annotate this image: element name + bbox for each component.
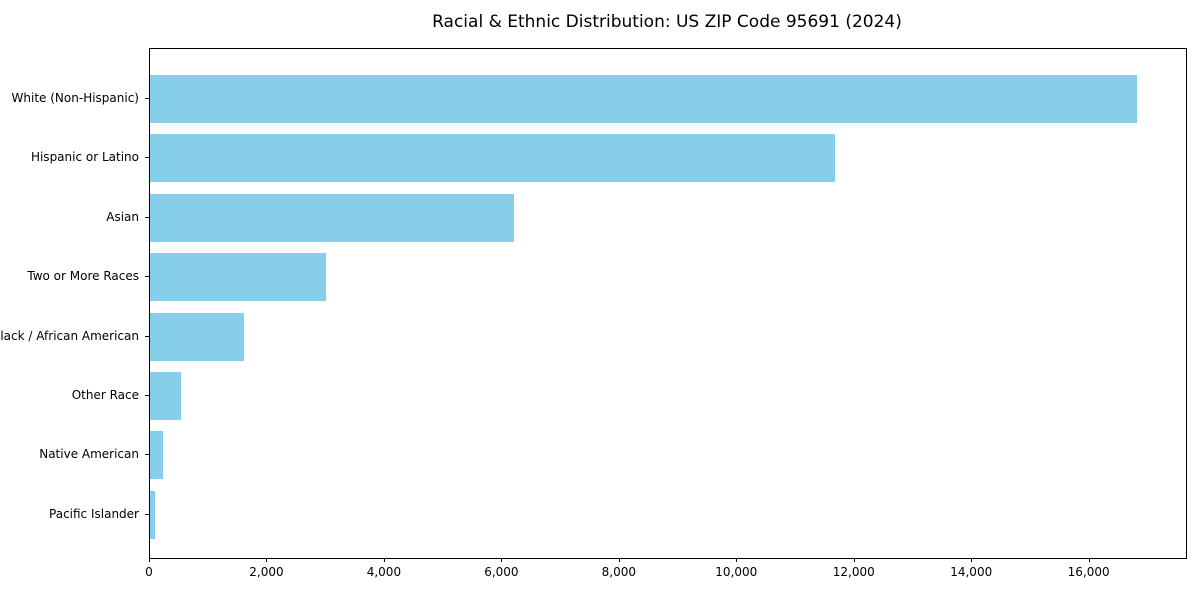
x-tick-mark [266, 558, 268, 562]
x-tick-mark [618, 558, 620, 562]
y-tick-label: Other Race [71, 388, 139, 402]
y-tick-mark [145, 335, 149, 337]
x-tick-mark [149, 558, 150, 562]
x-tick-label: 14,000 [950, 565, 993, 579]
y-tick-label: Asian [106, 209, 139, 224]
chart-title: Racial & Ethnic Distribution: US ZIP Cod… [432, 12, 902, 32]
y-tick-mark [145, 98, 149, 99]
bar-pacific-islander [150, 490, 155, 539]
x-tick-mark [1088, 558, 1090, 562]
y-tick-label: Two or More Races [27, 269, 139, 284]
x-tick-mark [383, 558, 385, 562]
x-tick-label: 10,000 [715, 565, 758, 579]
x-axis: 0 2,000 4,000 6,000 8,000 10,000 12,000 14,000 1… [145, 558, 1185, 594]
bar-two-or-more-races [150, 253, 326, 302]
bar-asian [150, 193, 514, 242]
y-tick-label: Native American [39, 447, 139, 462]
y-tick-mark [145, 454, 149, 456]
x-tick-mark [736, 558, 738, 562]
x-tick-label: 0 [145, 565, 153, 579]
bar-hispanic-or-latino [150, 134, 836, 183]
x-tick-label: 6,000 [484, 565, 519, 579]
y-tick-label: Hispanic or Latino [30, 150, 139, 165]
x-tick-label: 4,000 [366, 565, 402, 579]
y-tick-mark [145, 157, 149, 159]
x-tick-label: 16,000 [1067, 565, 1110, 579]
y-tick-mark [145, 276, 149, 278]
bar-white-non-hispanic [150, 75, 1137, 123]
y-axis: White (Non-Hispanic) Hispanic or Latino As… [0, 48, 149, 557]
bar-native-american [150, 431, 163, 480]
x-tick-label: 2,000 [249, 565, 284, 579]
y-tick-label: Black / African American [0, 328, 139, 343]
x-tick-mark [501, 558, 503, 562]
y-tick-label: Pacific Islander [49, 506, 139, 521]
plot-area [149, 48, 1187, 559]
y-tick-mark [145, 395, 149, 396]
x-tick-label: 8,000 [601, 565, 637, 579]
bar-other-race [150, 372, 182, 420]
y-tick-mark [145, 513, 149, 515]
y-tick-mark [145, 216, 149, 218]
x-tick-label: 12,000 [832, 565, 875, 579]
x-tick-mark [971, 558, 973, 562]
bar-black-african-american [150, 312, 244, 361]
y-tick-label: White (Non-Hispanic) [11, 91, 139, 105]
x-tick-mark [853, 558, 855, 562]
